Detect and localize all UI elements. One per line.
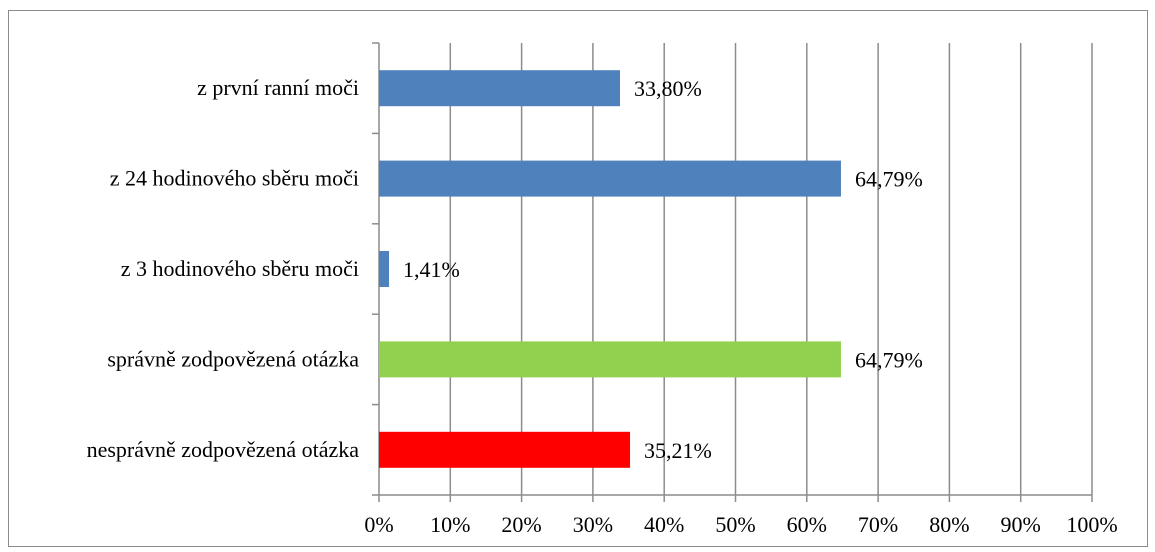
data-label: 64,79%: [855, 347, 923, 372]
data-label: 35,21%: [644, 438, 712, 463]
bar: [379, 160, 841, 197]
x-tick-label: 50%: [715, 512, 755, 537]
data-label: 64,79%: [855, 167, 923, 192]
bar: [379, 70, 620, 107]
x-tick-label: 60%: [787, 512, 827, 537]
x-tick-label: 0%: [364, 512, 393, 537]
bar: [379, 251, 390, 287]
category-label: správně zodpovězená otázka: [107, 346, 359, 371]
data-label: 1,41%: [403, 257, 460, 282]
category-label: z 24 hodinového sběru moči: [110, 166, 359, 191]
data-label: 33,80%: [634, 76, 702, 101]
bar: [379, 341, 841, 378]
bar: [379, 431, 631, 468]
category-label: nesprávně zodpovězená otázka: [87, 437, 360, 462]
x-tick-label: 40%: [644, 512, 684, 537]
x-tick-label: 80%: [929, 512, 969, 537]
x-tick-label: 20%: [501, 512, 541, 537]
x-tick-label: 70%: [858, 512, 898, 537]
x-tick-label: 100%: [1066, 512, 1117, 537]
category-label: z 3 hodinového sběru moči: [121, 256, 359, 281]
category-label: z první ranní moči: [197, 75, 359, 100]
x-tick-label: 10%: [430, 512, 470, 537]
x-tick-label: 30%: [573, 512, 613, 537]
x-tick-label: 90%: [1001, 512, 1041, 537]
